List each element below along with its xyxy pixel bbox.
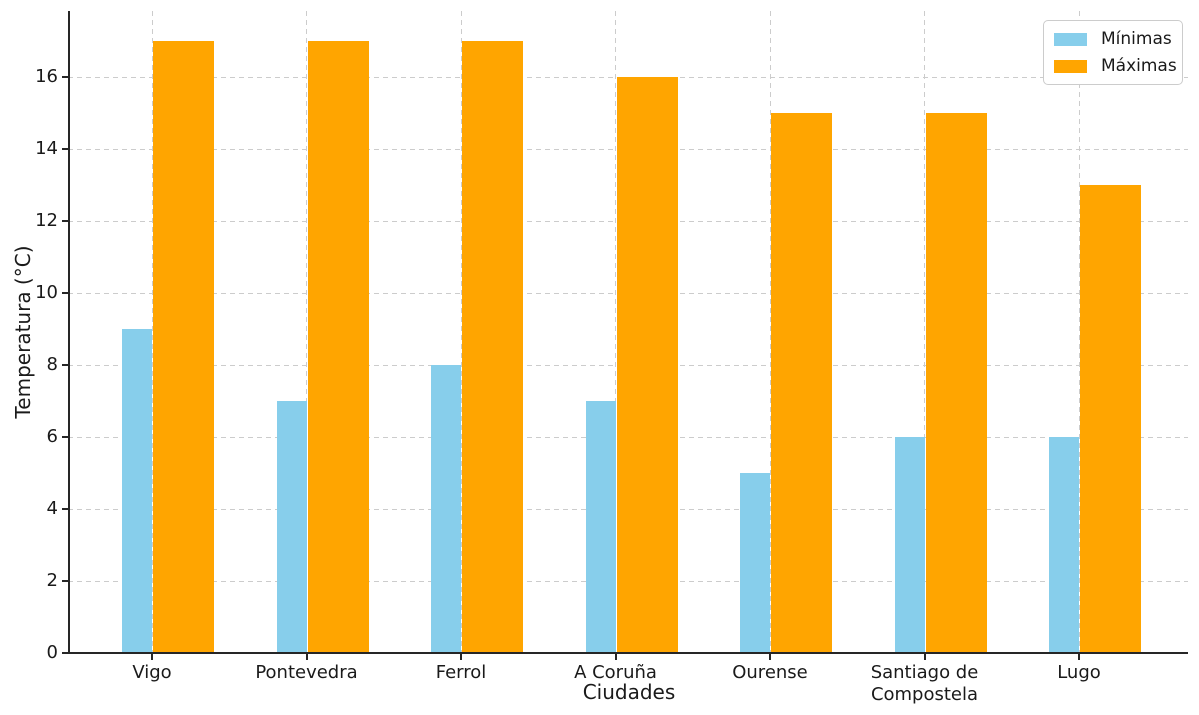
- y-tick-label-4: 4: [46, 498, 58, 519]
- bar-minimas-a-coruna: [585, 401, 616, 653]
- gridline-x-ourense: [769, 11, 771, 653]
- gridline-x-vigo: [151, 11, 153, 653]
- bar-minimas-pontevedra: [276, 401, 307, 653]
- x-tickmark-lugo: [1078, 654, 1080, 660]
- bar-maximas-vigo: [153, 41, 214, 653]
- x-tick-label-santiago-de-compostela: Santiago de Compostela: [870, 662, 979, 705]
- bar-minimas-vigo: [122, 329, 152, 653]
- bar-minimas-lugo: [1049, 437, 1079, 653]
- y-tickmark-16: [62, 76, 68, 78]
- x-tick-label-vigo: Vigo: [132, 662, 172, 683]
- y-tick-label-2: 2: [46, 570, 58, 591]
- gridline-x-pontevedra: [306, 11, 307, 653]
- legend-label-maximas: Máximas: [1101, 56, 1177, 76]
- y-tickmark-0: [62, 652, 68, 654]
- gridline-x-santiago-de-compostela: [924, 11, 925, 653]
- y-tick-label-6: 6: [46, 426, 58, 447]
- legend-label-minimas: Mínimas: [1101, 29, 1172, 49]
- y-tickmark-12: [62, 220, 68, 222]
- y-tick-label-10: 10: [35, 282, 58, 303]
- y-axis-spine: [68, 11, 70, 654]
- gridline-x-ferrol: [460, 11, 462, 653]
- y-tick-label-8: 8: [46, 354, 58, 375]
- x-tickmark-santiago-de-compostela: [923, 654, 926, 660]
- y-axis-title: Temperatura (°C): [11, 245, 35, 419]
- legend-item-minimas: Mínimas: [1054, 29, 1172, 49]
- x-axis-spine: [68, 652, 1188, 654]
- gridline-x-lugo: [1078, 11, 1080, 653]
- x-tickmark-vigo: [151, 654, 153, 660]
- bar-maximas-pontevedra: [307, 41, 369, 653]
- bar-maximas-lugo: [1080, 185, 1141, 653]
- x-tick-label-ferrol: Ferrol: [435, 662, 487, 683]
- x-tick-label-lugo: Lugo: [1057, 662, 1101, 683]
- y-tickmark-2: [62, 580, 68, 582]
- bar-minimas-ferrol: [431, 365, 461, 653]
- y-tickmark-8: [62, 364, 68, 366]
- y-tickmark-14: [62, 148, 68, 150]
- x-tick-label-ourense: Ourense: [732, 662, 808, 683]
- x-axis-title: Ciudades: [582, 680, 676, 704]
- legend-swatch-maximas: [1054, 59, 1087, 73]
- legend-item-maximas: Máximas: [1054, 56, 1177, 76]
- bar-maximas-ourense: [771, 113, 832, 653]
- y-tick-label-16: 16: [35, 66, 58, 87]
- bar-maximas-ferrol: [462, 41, 523, 653]
- y-tick-label-14: 14: [35, 138, 58, 159]
- x-tickmark-a-coruna: [614, 654, 617, 660]
- bar-minimas-santiago-de-compostela: [894, 437, 925, 653]
- x-tickmark-ferrol: [460, 654, 462, 660]
- y-tickmark-6: [62, 436, 68, 438]
- y-tickmark-10: [62, 292, 68, 294]
- legend: Mínimas Máximas: [1043, 20, 1183, 85]
- x-tick-label-pontevedra: Pontevedra: [255, 662, 358, 683]
- bar-minimas-ourense: [740, 473, 770, 653]
- y-tickmark-4: [62, 508, 68, 510]
- x-tickmark-ourense: [769, 654, 771, 660]
- gridline-x-a-coruna: [615, 11, 616, 653]
- legend-swatch-minimas: [1054, 32, 1087, 46]
- bar-maximas-santiago-de-compostela: [925, 113, 987, 653]
- bar-maximas-a-coruna: [616, 77, 678, 653]
- x-tick-label-a-coruna: A Coruña: [574, 662, 657, 683]
- y-tick-label-12: 12: [35, 210, 58, 231]
- x-tickmark-pontevedra: [305, 654, 308, 660]
- y-tick-label-0: 0: [46, 642, 58, 663]
